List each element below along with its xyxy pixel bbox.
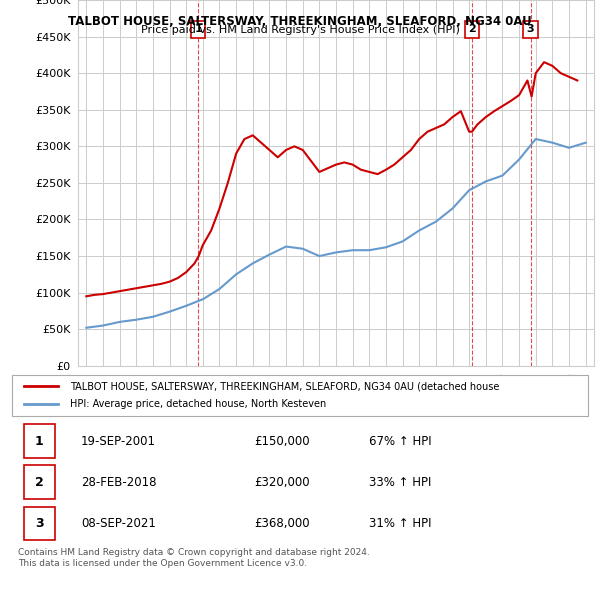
Text: £320,000: £320,000 — [254, 476, 310, 489]
Text: Price paid vs. HM Land Registry's House Price Index (HPI): Price paid vs. HM Land Registry's House … — [140, 25, 460, 35]
Text: 3: 3 — [35, 517, 44, 530]
Text: 28-FEB-2018: 28-FEB-2018 — [81, 476, 157, 489]
FancyBboxPatch shape — [23, 466, 55, 499]
Text: 2: 2 — [468, 24, 476, 34]
Text: 31% ↑ HPI: 31% ↑ HPI — [369, 517, 431, 530]
Text: 67% ↑ HPI: 67% ↑ HPI — [369, 435, 432, 448]
Text: 1: 1 — [35, 435, 44, 448]
FancyBboxPatch shape — [23, 424, 55, 458]
Text: TALBOT HOUSE, SALTERSWAY, THREEKINGHAM, SLEAFORD, NG34 0AU (detached house: TALBOT HOUSE, SALTERSWAY, THREEKINGHAM, … — [70, 381, 499, 391]
Text: 3: 3 — [527, 24, 535, 34]
Text: £368,000: £368,000 — [254, 517, 310, 530]
Text: HPI: Average price, detached house, North Kesteven: HPI: Average price, detached house, Nort… — [70, 399, 326, 409]
Text: Contains HM Land Registry data © Crown copyright and database right 2024.: Contains HM Land Registry data © Crown c… — [18, 548, 370, 556]
Text: 33% ↑ HPI: 33% ↑ HPI — [369, 476, 431, 489]
Text: 2: 2 — [35, 476, 44, 489]
Text: TALBOT HOUSE, SALTERSWAY, THREEKINGHAM, SLEAFORD, NG34 0AU: TALBOT HOUSE, SALTERSWAY, THREEKINGHAM, … — [68, 15, 532, 28]
Text: £150,000: £150,000 — [254, 435, 310, 448]
Text: This data is licensed under the Open Government Licence v3.0.: This data is licensed under the Open Gov… — [18, 559, 307, 568]
Text: 19-SEP-2001: 19-SEP-2001 — [81, 435, 156, 448]
FancyBboxPatch shape — [23, 506, 55, 540]
Text: 1: 1 — [194, 24, 202, 34]
FancyBboxPatch shape — [12, 375, 588, 416]
Text: 08-SEP-2021: 08-SEP-2021 — [81, 517, 156, 530]
